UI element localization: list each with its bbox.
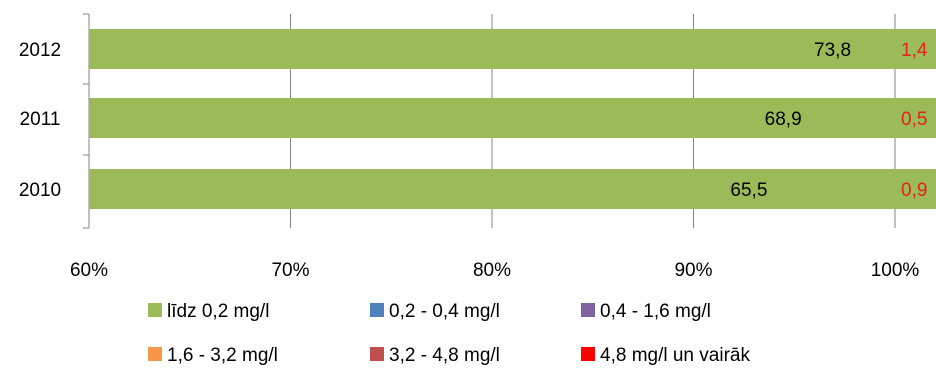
legend-label-1: līdz 0,2 mg/l [167, 301, 269, 322]
legend-label-2: 0,2 - 0,4 mg/l [389, 301, 500, 322]
legend-swatch-4 [148, 347, 162, 361]
legend-swatch-3 [581, 303, 595, 317]
data-label-2012-series-6: 1,4 [901, 40, 928, 61]
x-tick-label: 70% [271, 260, 309, 281]
x-tick-label: 80% [473, 260, 511, 281]
x-tick-label: 100% [871, 260, 920, 281]
legend-swatch-2 [370, 303, 384, 317]
legend-label-6: 4,8 mg/l un vairāk [600, 345, 750, 366]
data-label-2010-series-6: 0,9 [901, 180, 927, 201]
data-label-2011-series-1: 68,9 [765, 109, 802, 130]
legend-swatch-5 [370, 347, 384, 361]
y-tick-label-2012: 2012 [19, 40, 61, 61]
legend-label-3: 0,4 - 1,6 mg/l [600, 301, 711, 322]
data-label-2010-series-1: 65,5 [730, 180, 767, 201]
x-tick-label: 60% [70, 260, 108, 281]
bar-2012-series-1 [89, 29, 936, 69]
legend-label-4: 1,6 - 3,2 mg/l [167, 345, 278, 366]
data-label-2012-series-1: 73,8 [814, 40, 851, 61]
y-tick-label-2011: 2011 [20, 109, 61, 130]
legend-swatch-6 [581, 347, 595, 361]
legend-swatch-1 [148, 303, 162, 317]
y-tick-label-2010: 2010 [19, 180, 61, 201]
bar-2011-series-1 [89, 98, 936, 138]
bar-2010-series-1 [89, 169, 936, 209]
x-tick-label: 90% [674, 260, 712, 281]
legend-label-5: 3,2 - 4,8 mg/l [389, 345, 500, 366]
data-label-2011-series-6: 0,5 [901, 109, 927, 130]
